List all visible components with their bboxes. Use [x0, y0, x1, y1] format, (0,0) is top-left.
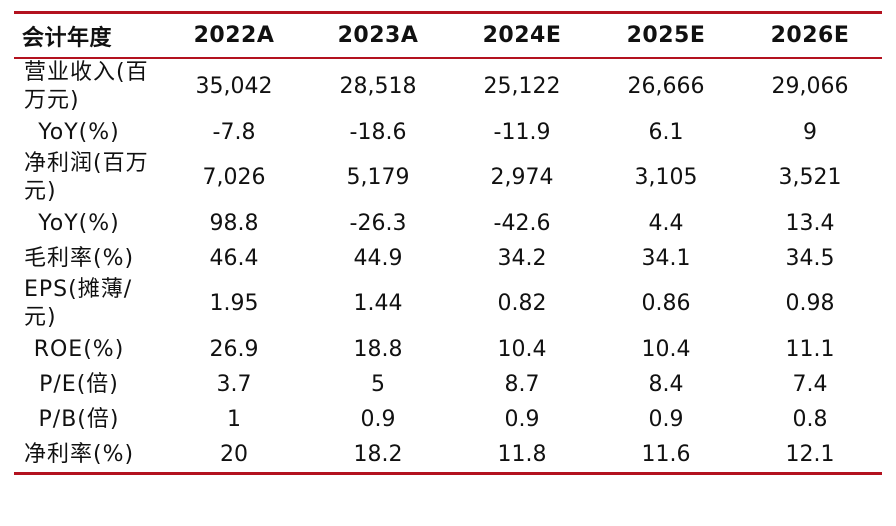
table-cell: -42.6: [493, 210, 551, 236]
table-row: 净利润(百万元) 7,026 5,179 2,974 3,105 3,521: [14, 150, 882, 206]
header-cell-2023a: 2023A: [337, 23, 419, 48]
table-cell: 10.4: [641, 336, 691, 362]
table-cell: 29,066: [771, 74, 849, 99]
table-row: EPS(摊薄/元) 1.95 1.44 0.82 0.86 0.98: [14, 276, 882, 332]
table-cell: 5: [371, 371, 385, 397]
header-cell-2024e: 2024E: [482, 23, 562, 48]
table-cell: 20: [220, 441, 248, 467]
financial-forecast-table: 会计年度 2022A 2023A 2024E 2025E 2026E 营业收入(…: [14, 11, 882, 475]
header-rule: [14, 57, 882, 59]
table-cell: 4.4: [648, 210, 684, 236]
header-row: 会计年度 2022A 2023A 2024E 2025E 2026E: [14, 14, 882, 57]
header-cell-2022a: 2022A: [193, 23, 275, 48]
bottom-rule: [14, 472, 882, 475]
table-cell: 0.8: [792, 406, 828, 432]
table-cell: 0.9: [504, 406, 540, 432]
row-label-net-margin: 净利率(%): [24, 441, 135, 467]
table-cell: 0.9: [360, 406, 396, 432]
table-cell: 34.1: [641, 245, 691, 271]
data-table-body: 营业收入(百万元) 35,042 28,518 25,122 26,666 29…: [14, 59, 882, 472]
table-row: P/B(倍) 1 0.9 0.9 0.9 0.8: [14, 402, 882, 437]
table-cell: 34.5: [785, 245, 835, 271]
table-cell: 26.9: [209, 336, 259, 362]
row-label-pb: P/B(倍): [38, 406, 120, 432]
table-cell: 44.9: [353, 245, 403, 271]
table-cell: 35,042: [195, 74, 273, 99]
table-cell: 7,026: [202, 165, 266, 190]
table-cell: 6.1: [648, 119, 684, 145]
table-cell: 0.9: [648, 406, 684, 432]
table-cell: 5,179: [346, 165, 410, 190]
table-cell: 13.4: [785, 210, 835, 236]
table-cell: -18.6: [349, 119, 407, 145]
table-row: ROE(%) 26.9 18.8 10.4 10.4 11.1: [14, 332, 882, 367]
table-cell: 12.1: [785, 441, 835, 467]
table-cell: 1.95: [209, 291, 259, 316]
table-cell: 11.1: [785, 336, 835, 362]
table-cell: 3,105: [634, 165, 698, 190]
table-row: P/E(倍) 3.7 5 8.7 8.4 7.4: [14, 367, 882, 402]
table-cell: 18.2: [353, 441, 403, 467]
table-cell: 25,122: [483, 74, 561, 99]
row-label-pe: P/E(倍): [39, 371, 119, 397]
table-cell: 0.98: [785, 291, 835, 316]
table-cell: 10.4: [497, 336, 547, 362]
table-cell: 8.4: [648, 371, 684, 397]
table-cell: 9: [803, 119, 817, 145]
table-cell: 3.7: [216, 371, 252, 397]
table-cell: 46.4: [209, 245, 259, 271]
row-label-gross-margin: 毛利率(%): [24, 245, 135, 271]
table-cell: 8.7: [504, 371, 540, 397]
header-cell-2026e: 2026E: [770, 23, 850, 48]
data-table: 会计年度 2022A 2023A 2024E 2025E 2026E: [14, 14, 882, 57]
table-row: 毛利率(%) 46.4 44.9 34.2 34.1 34.5: [14, 241, 882, 276]
table-cell: 11.8: [497, 441, 547, 467]
table-cell: 3,521: [778, 165, 842, 190]
table-cell: 0.86: [641, 291, 691, 316]
table-cell: 98.8: [209, 210, 259, 236]
table-cell: -7.8: [212, 119, 256, 145]
row-label-revenue-yoy: YoY(%): [38, 119, 120, 145]
table-cell: -26.3: [349, 210, 407, 236]
table-row: 营业收入(百万元) 35,042 28,518 25,122 26,666 29…: [14, 59, 882, 115]
row-label-roe: ROE(%): [33, 336, 125, 362]
table-cell: 28,518: [339, 74, 417, 99]
table-cell: -11.9: [493, 119, 551, 145]
header-cell-label: 会计年度: [22, 25, 113, 51]
row-label-revenue: 营业收入(百万元): [24, 60, 149, 113]
table-row: 净利率(%) 20 18.2 11.8 11.6 12.1: [14, 437, 882, 472]
table-cell: 7.4: [792, 371, 828, 397]
table-cell: 0.82: [497, 291, 547, 316]
top-rule: [14, 11, 882, 14]
row-label-net-profit-yoy: YoY(%): [38, 210, 120, 236]
table-cell: 1: [227, 406, 241, 432]
table-cell: 26,666: [627, 74, 705, 99]
table-cell: 11.6: [641, 441, 691, 467]
table-cell: 34.2: [497, 245, 547, 271]
table-cell: 18.8: [353, 336, 403, 362]
table-cell: 2,974: [490, 165, 554, 190]
table-row: YoY(%) 98.8 -26.3 -42.6 4.4 13.4: [14, 206, 882, 241]
row-label-eps: EPS(摊薄/元): [24, 277, 133, 330]
table-cell: 1.44: [353, 291, 403, 316]
row-label-net-profit: 净利润(百万元): [24, 151, 149, 204]
table-row: YoY(%) -7.8 -18.6 -11.9 6.1 9: [14, 115, 882, 150]
header-cell-2025e: 2025E: [626, 23, 706, 48]
